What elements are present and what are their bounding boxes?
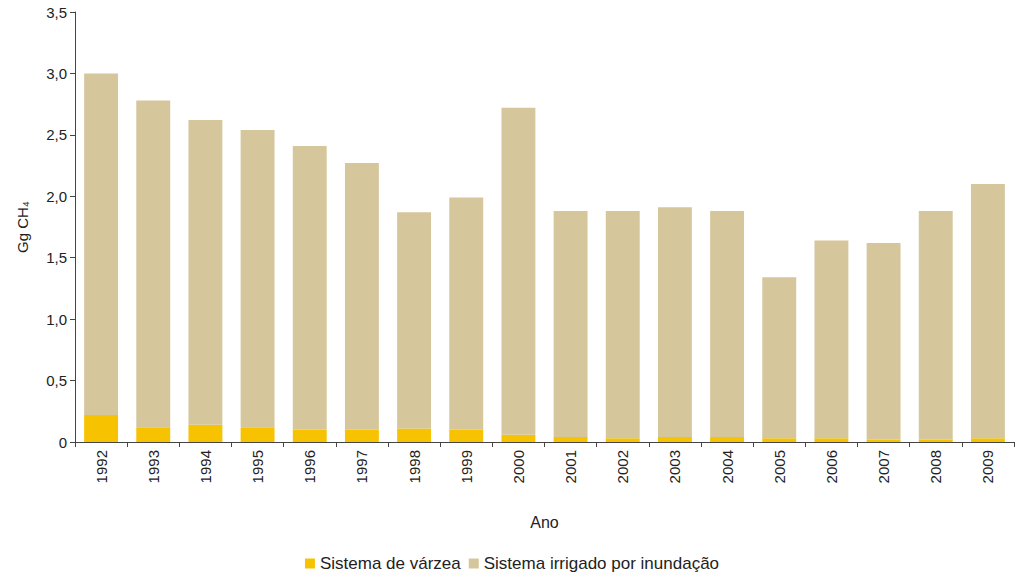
svg-text:1994: 1994: [197, 450, 214, 483]
svg-text:2003: 2003: [666, 450, 683, 483]
svg-text:2,0: 2,0: [46, 188, 67, 205]
svg-text:2002: 2002: [614, 450, 631, 483]
svg-text:2004: 2004: [719, 450, 736, 483]
svg-text:3,0: 3,0: [46, 65, 67, 82]
svg-text:1993: 1993: [145, 450, 162, 483]
svg-text:2006: 2006: [823, 450, 840, 483]
svg-text:2,5: 2,5: [46, 126, 67, 143]
svg-text:1997: 1997: [353, 450, 370, 483]
svg-text:2005: 2005: [771, 450, 788, 483]
svg-text:1999: 1999: [458, 450, 475, 483]
svg-text:2009: 2009: [979, 450, 996, 483]
svg-text:1995: 1995: [249, 450, 266, 483]
svg-text:2000: 2000: [510, 450, 527, 483]
svg-text:Sistema irrigado por inundação: Sistema irrigado por inundação: [484, 554, 719, 573]
svg-text:1996: 1996: [301, 450, 318, 483]
svg-text:Gg CH₄: Gg CH₄: [14, 201, 31, 253]
svg-text:Ano: Ano: [530, 514, 559, 531]
svg-text:1,0: 1,0: [46, 311, 67, 328]
svg-text:0,5: 0,5: [46, 372, 67, 389]
svg-text:0: 0: [59, 434, 67, 451]
svg-text:1998: 1998: [406, 450, 423, 483]
svg-text:2001: 2001: [562, 450, 579, 483]
svg-text:2007: 2007: [875, 450, 892, 483]
svg-text:2008: 2008: [927, 450, 944, 483]
svg-text:3,5: 3,5: [46, 4, 67, 21]
svg-text:1,5: 1,5: [46, 249, 67, 266]
svg-text:Sistema de várzea: Sistema de várzea: [320, 554, 461, 573]
svg-text:1992: 1992: [93, 450, 110, 483]
